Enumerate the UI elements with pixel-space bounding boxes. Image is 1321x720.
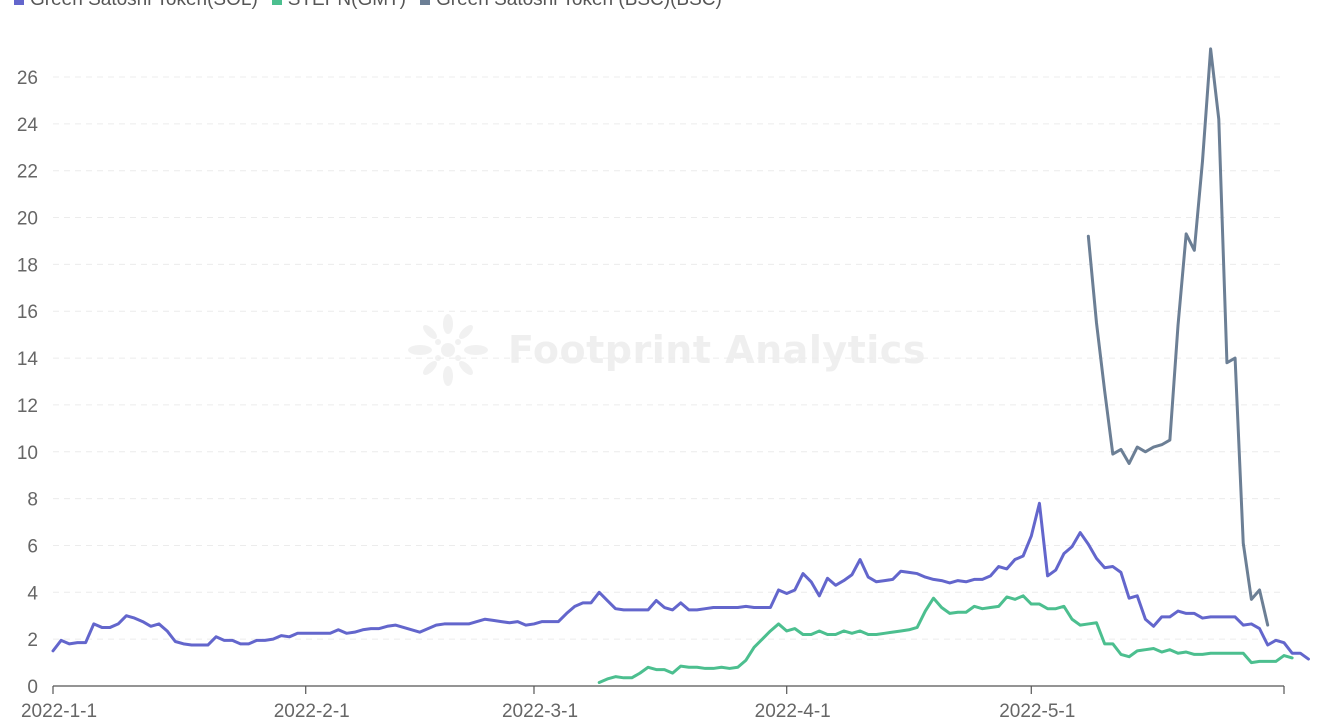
x-tick-label: 2022-1-1 xyxy=(21,701,97,720)
y-tick-label: 10 xyxy=(17,443,38,464)
x-tick-label: 2022-4-1 xyxy=(755,701,831,720)
y-tick-label: 8 xyxy=(27,490,38,511)
legend-item-gmt[interactable]: STEPN(GMT) xyxy=(271,0,406,11)
watermark-text: Footprint Analytics xyxy=(508,328,926,372)
legend-swatch-gst-sol xyxy=(14,0,24,5)
legend-label-gmt: STEPN(GMT) xyxy=(288,0,406,11)
y-tick-label: 16 xyxy=(17,302,38,323)
y-tick-label: 24 xyxy=(17,115,39,136)
legend-label-gst-sol: Green Satoshi Token(SOL) xyxy=(30,0,258,11)
y-tick-label: 20 xyxy=(17,209,38,230)
series-line-2[interactable] xyxy=(1086,47,1270,627)
legend-swatch-gst-bsc xyxy=(420,0,430,5)
y-tick-label: 0 xyxy=(27,677,38,698)
y-tick-label: 26 xyxy=(17,68,38,89)
watermark: Footprint Analytics xyxy=(402,310,926,390)
x-tick-label: 2022-2-1 xyxy=(274,701,350,720)
chart-grid xyxy=(53,76,1284,640)
y-tick-label: 4 xyxy=(27,583,38,604)
series-line-1[interactable] xyxy=(597,594,1294,684)
series-line-0[interactable] xyxy=(51,501,1310,661)
y-tick-label: 12 xyxy=(17,396,38,417)
y-tick-label: 18 xyxy=(17,255,38,276)
legend-item-gst-bsc[interactable]: Green Satoshi Token (BSC)(BSC) xyxy=(420,0,722,11)
chart-legend: Green Satoshi Token(SOL) STEPN(GMT) Gree… xyxy=(14,0,722,11)
legend-label-gst-bsc: Green Satoshi Token (BSC)(BSC) xyxy=(436,0,722,11)
legend-item-gst-sol[interactable]: Green Satoshi Token(SOL) xyxy=(14,0,258,11)
footprint-logo-icon xyxy=(408,314,488,386)
y-tick-label: 2 xyxy=(27,630,38,651)
x-tick-label: 2022-3-1 xyxy=(502,701,578,720)
chart-series xyxy=(51,47,1310,684)
y-tick-label: 6 xyxy=(27,536,38,557)
legend-swatch-gmt xyxy=(271,0,282,5)
y-tick-label: 22 xyxy=(17,162,38,183)
x-tick-label: 2022-5-1 xyxy=(999,701,1075,720)
y-tick-label: 14 xyxy=(17,349,39,370)
x-axis: 2022-1-1 2022-2-1 2022-3-1 2022-4-1 2022-5-1 xyxy=(21,685,1285,720)
